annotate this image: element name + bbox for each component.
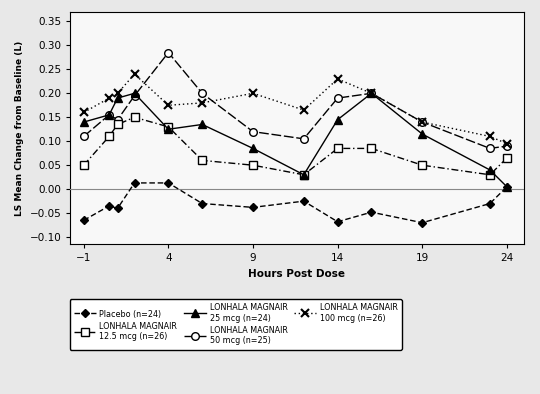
LONHALA MAGNAIR
25 mcg (n=24) — [487, 167, 493, 172]
Legend: Placebo (n=24), LONHALA MAGNAIR
12.5 mcg (n=26), LONHALA MAGNAIR
25 mcg (n=24), : Placebo (n=24), LONHALA MAGNAIR 12.5 mcg… — [70, 299, 402, 349]
LONHALA MAGNAIR
100 mcg (n=26) — [334, 76, 341, 81]
LONHALA MAGNAIR
100 mcg (n=26) — [368, 91, 375, 96]
LONHALA MAGNAIR
100 mcg (n=26) — [504, 141, 510, 146]
LONHALA MAGNAIR
25 mcg (n=24) — [334, 117, 341, 122]
Placebo (n=24) — [250, 205, 256, 210]
Placebo (n=24) — [334, 219, 341, 224]
LONHALA MAGNAIR
50 mcg (n=25) — [106, 113, 112, 117]
LONHALA MAGNAIR
12.5 mcg (n=26) — [131, 115, 138, 120]
LONHALA MAGNAIR
50 mcg (n=25) — [368, 91, 375, 96]
Placebo (n=24) — [165, 180, 172, 185]
LONHALA MAGNAIR
100 mcg (n=26) — [199, 100, 205, 105]
Line: LONHALA MAGNAIR
25 mcg (n=24): LONHALA MAGNAIR 25 mcg (n=24) — [80, 89, 511, 191]
LONHALA MAGNAIR
25 mcg (n=24) — [419, 132, 426, 136]
LONHALA MAGNAIR
12.5 mcg (n=26) — [80, 163, 87, 167]
X-axis label: Hours Post Dose: Hours Post Dose — [248, 269, 346, 279]
LONHALA MAGNAIR
50 mcg (n=25) — [504, 144, 510, 149]
Y-axis label: LS Mean Change from Baseline (L): LS Mean Change from Baseline (L) — [15, 41, 24, 216]
LONHALA MAGNAIR
12.5 mcg (n=26) — [504, 156, 510, 160]
LONHALA MAGNAIR
12.5 mcg (n=26) — [334, 146, 341, 151]
LONHALA MAGNAIR
100 mcg (n=26) — [114, 91, 121, 96]
LONHALA MAGNAIR
12.5 mcg (n=26) — [199, 158, 205, 163]
Placebo (n=24) — [301, 199, 307, 204]
LONHALA MAGNAIR
100 mcg (n=26) — [165, 103, 172, 108]
LONHALA MAGNAIR
100 mcg (n=26) — [131, 72, 138, 76]
LONHALA MAGNAIR
50 mcg (n=25) — [301, 136, 307, 141]
LONHALA MAGNAIR
12.5 mcg (n=26) — [114, 122, 121, 127]
LONHALA MAGNAIR
25 mcg (n=24) — [199, 122, 205, 127]
Line: LONHALA MAGNAIR
12.5 mcg (n=26): LONHALA MAGNAIR 12.5 mcg (n=26) — [80, 113, 511, 178]
LONHALA MAGNAIR
50 mcg (n=25) — [487, 146, 493, 151]
LONHALA MAGNAIR
50 mcg (n=25) — [114, 117, 121, 122]
LONHALA MAGNAIR
50 mcg (n=25) — [250, 129, 256, 134]
LONHALA MAGNAIR
25 mcg (n=24) — [250, 146, 256, 151]
LONHALA MAGNAIR
100 mcg (n=26) — [106, 96, 112, 100]
Placebo (n=24) — [487, 201, 493, 206]
Placebo (n=24) — [80, 218, 87, 223]
LONHALA MAGNAIR
100 mcg (n=26) — [487, 134, 493, 139]
Placebo (n=24) — [131, 180, 138, 185]
Placebo (n=24) — [114, 206, 121, 211]
LONHALA MAGNAIR
50 mcg (n=25) — [80, 134, 87, 139]
LONHALA MAGNAIR
25 mcg (n=24) — [504, 184, 510, 189]
LONHALA MAGNAIR
100 mcg (n=26) — [301, 108, 307, 112]
Line: Placebo (n=24): Placebo (n=24) — [80, 180, 510, 226]
LONHALA MAGNAIR
12.5 mcg (n=26) — [368, 146, 375, 151]
LONHALA MAGNAIR
25 mcg (n=24) — [106, 113, 112, 117]
LONHALA MAGNAIR
50 mcg (n=25) — [419, 120, 426, 125]
Placebo (n=24) — [419, 220, 426, 225]
LONHALA MAGNAIR
25 mcg (n=24) — [301, 173, 307, 177]
LONHALA MAGNAIR
100 mcg (n=26) — [80, 110, 87, 115]
LONHALA MAGNAIR
12.5 mcg (n=26) — [106, 134, 112, 139]
LONHALA MAGNAIR
50 mcg (n=25) — [131, 93, 138, 98]
LONHALA MAGNAIR
50 mcg (n=25) — [334, 96, 341, 100]
LONHALA MAGNAIR
100 mcg (n=26) — [419, 120, 426, 125]
Placebo (n=24) — [106, 204, 112, 208]
LONHALA MAGNAIR
50 mcg (n=25) — [199, 91, 205, 96]
LONHALA MAGNAIR
25 mcg (n=24) — [80, 120, 87, 125]
LONHALA MAGNAIR
25 mcg (n=24) — [114, 96, 121, 100]
LONHALA MAGNAIR
12.5 mcg (n=26) — [301, 173, 307, 177]
LONHALA MAGNAIR
12.5 mcg (n=26) — [419, 163, 426, 167]
LONHALA MAGNAIR
12.5 mcg (n=26) — [165, 125, 172, 129]
Placebo (n=24) — [199, 201, 205, 206]
LONHALA MAGNAIR
25 mcg (n=24) — [131, 91, 138, 96]
LONHALA MAGNAIR
25 mcg (n=24) — [165, 127, 172, 132]
Placebo (n=24) — [504, 184, 510, 189]
Line: LONHALA MAGNAIR
50 mcg (n=25): LONHALA MAGNAIR 50 mcg (n=25) — [80, 49, 511, 152]
LONHALA MAGNAIR
100 mcg (n=26) — [250, 91, 256, 96]
LONHALA MAGNAIR
12.5 mcg (n=26) — [487, 173, 493, 177]
LONHALA MAGNAIR
50 mcg (n=25) — [165, 50, 172, 55]
LONHALA MAGNAIR
25 mcg (n=24) — [368, 91, 375, 96]
LONHALA MAGNAIR
12.5 mcg (n=26) — [250, 163, 256, 167]
Placebo (n=24) — [368, 210, 375, 214]
Line: LONHALA MAGNAIR
100 mcg (n=26): LONHALA MAGNAIR 100 mcg (n=26) — [79, 70, 511, 148]
